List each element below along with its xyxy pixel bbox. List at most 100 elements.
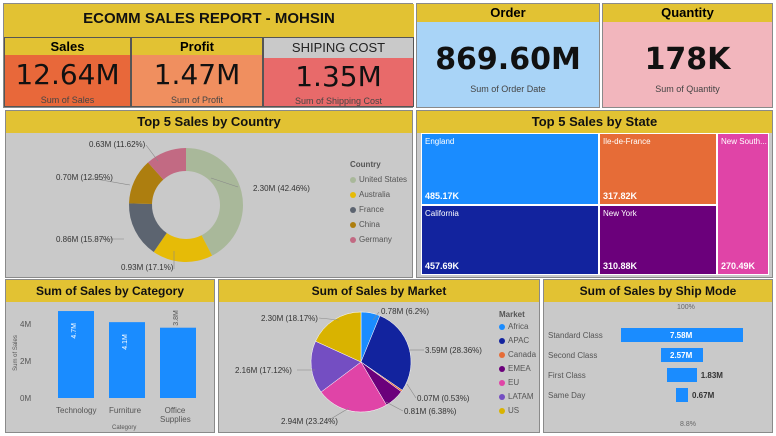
quantity-value: 178K bbox=[644, 42, 731, 77]
report-title: ECOMM SALES REPORT - MOHSIN bbox=[4, 4, 414, 37]
country-slice-australia[interactable] bbox=[153, 233, 213, 262]
category-bar-furniture[interactable] bbox=[109, 322, 145, 398]
country-legend-item-france[interactable]: France bbox=[350, 205, 384, 214]
treemap-value-england: 485.17K bbox=[425, 191, 460, 201]
country-legend-item-germany[interactable]: Germany bbox=[350, 235, 392, 244]
shipmode-bar-second-class[interactable] bbox=[661, 348, 703, 362]
country-label-cn: 0.70M (12.95%) bbox=[56, 173, 113, 182]
country-legend-item-australia[interactable]: Australia bbox=[350, 190, 390, 199]
shipping-cost-sub: Sum of Shipping Cost bbox=[294, 96, 383, 106]
category-panel[interactable]: Sum of Sales by Category 4M 2M 0M Sum of… bbox=[5, 279, 215, 433]
market-slice-apac[interactable] bbox=[360, 315, 412, 391]
quantity-label: Quantity bbox=[603, 4, 772, 22]
treemap-name-new-york: New York bbox=[603, 209, 637, 218]
category-ytick-4m: 4M bbox=[20, 320, 32, 329]
order-label: Order bbox=[417, 4, 599, 22]
country-label-au: 0.93M (17.1%) bbox=[121, 263, 174, 272]
profit-card[interactable]: Profit 1.47M Sum of Profit bbox=[131, 37, 263, 107]
profit-value: 1.47M bbox=[153, 58, 241, 91]
country-label-fr: 0.86M (15.87%) bbox=[56, 235, 113, 244]
shipmode-row-label-standard-class: Standard Class bbox=[548, 331, 603, 340]
country-slice-china[interactable] bbox=[129, 162, 164, 205]
shipmode-row-label-same-day: Same Day bbox=[548, 391, 586, 400]
sales-sub: Sum of Sales bbox=[40, 95, 95, 105]
quantity-sub: Sum of Quantity bbox=[655, 84, 720, 94]
treemap-value-new-south-wales: 270.49K bbox=[721, 261, 756, 271]
shipmode-title: Sum of Sales by Ship Mode bbox=[544, 280, 772, 302]
shipmode-row-label-first-class: First Class bbox=[548, 371, 586, 380]
country-panel[interactable]: Top 5 Sales by Country 2.30M (42.46%) 0.… bbox=[5, 110, 413, 278]
market-label-apac: 3.59M (28.36%) bbox=[425, 346, 482, 355]
category-bar-office-supplies[interactable] bbox=[160, 327, 196, 398]
market-slice-us[interactable] bbox=[315, 311, 362, 363]
treemap-value-new-york: 310.88K bbox=[603, 261, 638, 271]
market-label-us: 2.30M (18.17%) bbox=[261, 314, 318, 323]
state-panel[interactable]: Top 5 Sales by State England 485.17K Cal… bbox=[416, 110, 773, 278]
category-bar-technology[interactable] bbox=[58, 311, 94, 398]
market-slice-eu[interactable] bbox=[320, 361, 387, 413]
category-bar-label-furniture: 4.1M bbox=[122, 334, 129, 350]
shipmode-value-standard-class: 7.58M bbox=[670, 331, 693, 340]
shipping-cost-label: SHIPING COST bbox=[264, 38, 413, 58]
treemap-name-new-south-wales: New South... bbox=[721, 137, 767, 146]
shipmode-value-same-day: 0.67M bbox=[692, 391, 715, 400]
shipmode-bar-first-class[interactable] bbox=[667, 368, 697, 382]
category-xlabel-office-supplies: Office Supplies bbox=[160, 406, 191, 424]
market-legend-item-eu[interactable]: EU bbox=[499, 378, 519, 387]
category-bar-chart[interactable]: 4.7M 4.1M 3.8M bbox=[6, 280, 214, 432]
sales-label: Sales bbox=[5, 38, 130, 55]
market-legend-item-emea[interactable]: EMEA bbox=[499, 364, 531, 373]
header-panel: ECOMM SALES REPORT - MOHSIN Sales 12.64M… bbox=[3, 3, 414, 108]
country-slice-united-states[interactable] bbox=[186, 148, 243, 256]
profit-sub: Sum of Profit bbox=[170, 95, 224, 105]
order-sub: Sum of Order Date bbox=[470, 84, 546, 94]
category-ytick-2m: 2M bbox=[20, 357, 32, 366]
order-card[interactable]: Order 869.60M Sum of Order Date bbox=[416, 3, 600, 108]
treemap-name-england: England bbox=[425, 137, 455, 146]
market-panel[interactable]: Sum of Sales by Market 0.78M (6.2%) 3.59… bbox=[218, 279, 540, 433]
country-slice-france[interactable] bbox=[129, 203, 167, 252]
country-label-de: 0.63M (11.62%) bbox=[89, 140, 146, 149]
profit-label: Profit bbox=[132, 38, 262, 55]
market-label-africa: 0.78M (6.2%) bbox=[381, 307, 430, 316]
shipmode-bar-same-day[interactable] bbox=[676, 388, 688, 402]
shipmode-bar-standard-class[interactable] bbox=[621, 328, 743, 342]
country-legend-item-united-states[interactable]: United States bbox=[350, 175, 407, 184]
market-slice-latam[interactable] bbox=[310, 340, 362, 393]
market-legend-item-latam[interactable]: LATAM bbox=[499, 392, 533, 401]
market-legend-title: Market bbox=[499, 310, 525, 319]
market-label-latam: 2.16M (17.12%) bbox=[235, 366, 292, 375]
category-title: Sum of Sales by Category bbox=[6, 280, 214, 302]
country-legend-title: Country bbox=[350, 160, 381, 169]
country-slice-germany[interactable] bbox=[147, 148, 186, 180]
country-legend-item-china[interactable]: China bbox=[350, 220, 380, 229]
market-title: Sum of Sales by Market bbox=[219, 280, 539, 302]
treemap-value-california: 457.69K bbox=[425, 261, 460, 271]
shipmode-top-pct: 100% bbox=[677, 304, 695, 311]
shipmode-value-first-class: 1.83M bbox=[700, 371, 723, 380]
country-donut-chart[interactable] bbox=[6, 133, 412, 277]
treemap-cell-california[interactable]: California 457.69K bbox=[421, 205, 599, 275]
market-legend-item-africa[interactable]: Africa bbox=[499, 322, 528, 331]
category-bar-label-technology: 4.7M bbox=[71, 323, 78, 339]
shipping-cost-card[interactable]: SHIPING COST 1.35M Sum of Shipping Cost bbox=[263, 37, 414, 107]
treemap-cell-new-south-wales[interactable]: New South... 270.49K bbox=[717, 133, 769, 275]
country-title: Top 5 Sales by Country bbox=[6, 111, 412, 133]
treemap-cell-england[interactable]: England 485.17K bbox=[421, 133, 599, 205]
market-pie-chart[interactable] bbox=[219, 280, 539, 432]
treemap-name-california: California bbox=[425, 209, 459, 218]
shipping-cost-value: 1.35M bbox=[295, 60, 382, 93]
treemap-cell-ile-de-france[interactable]: Ile-de-France 317.82K bbox=[599, 133, 717, 205]
market-label-canada: 0.07M (0.53%) bbox=[417, 394, 470, 403]
order-value: 869.60M bbox=[435, 42, 581, 77]
quantity-card[interactable]: Quantity 178K Sum of Quantity bbox=[602, 3, 773, 108]
shipmode-panel[interactable]: Sum of Sales by Ship Mode 100% 8.8% Stan… bbox=[543, 279, 773, 433]
market-label-emea: 0.81M (6.38%) bbox=[404, 407, 457, 416]
market-legend-item-canada[interactable]: Canada bbox=[499, 350, 536, 359]
market-label-eu: 2.94M (23.24%) bbox=[281, 417, 338, 426]
treemap-cell-new-york[interactable]: New York 310.88K bbox=[599, 205, 717, 275]
category-bar-label-office-supplies: 3.8M bbox=[173, 310, 180, 326]
sales-card[interactable]: Sales 12.64M Sum of Sales bbox=[4, 37, 131, 107]
market-legend-item-us[interactable]: US bbox=[499, 406, 519, 415]
market-legend-item-apac[interactable]: APAC bbox=[499, 336, 529, 345]
